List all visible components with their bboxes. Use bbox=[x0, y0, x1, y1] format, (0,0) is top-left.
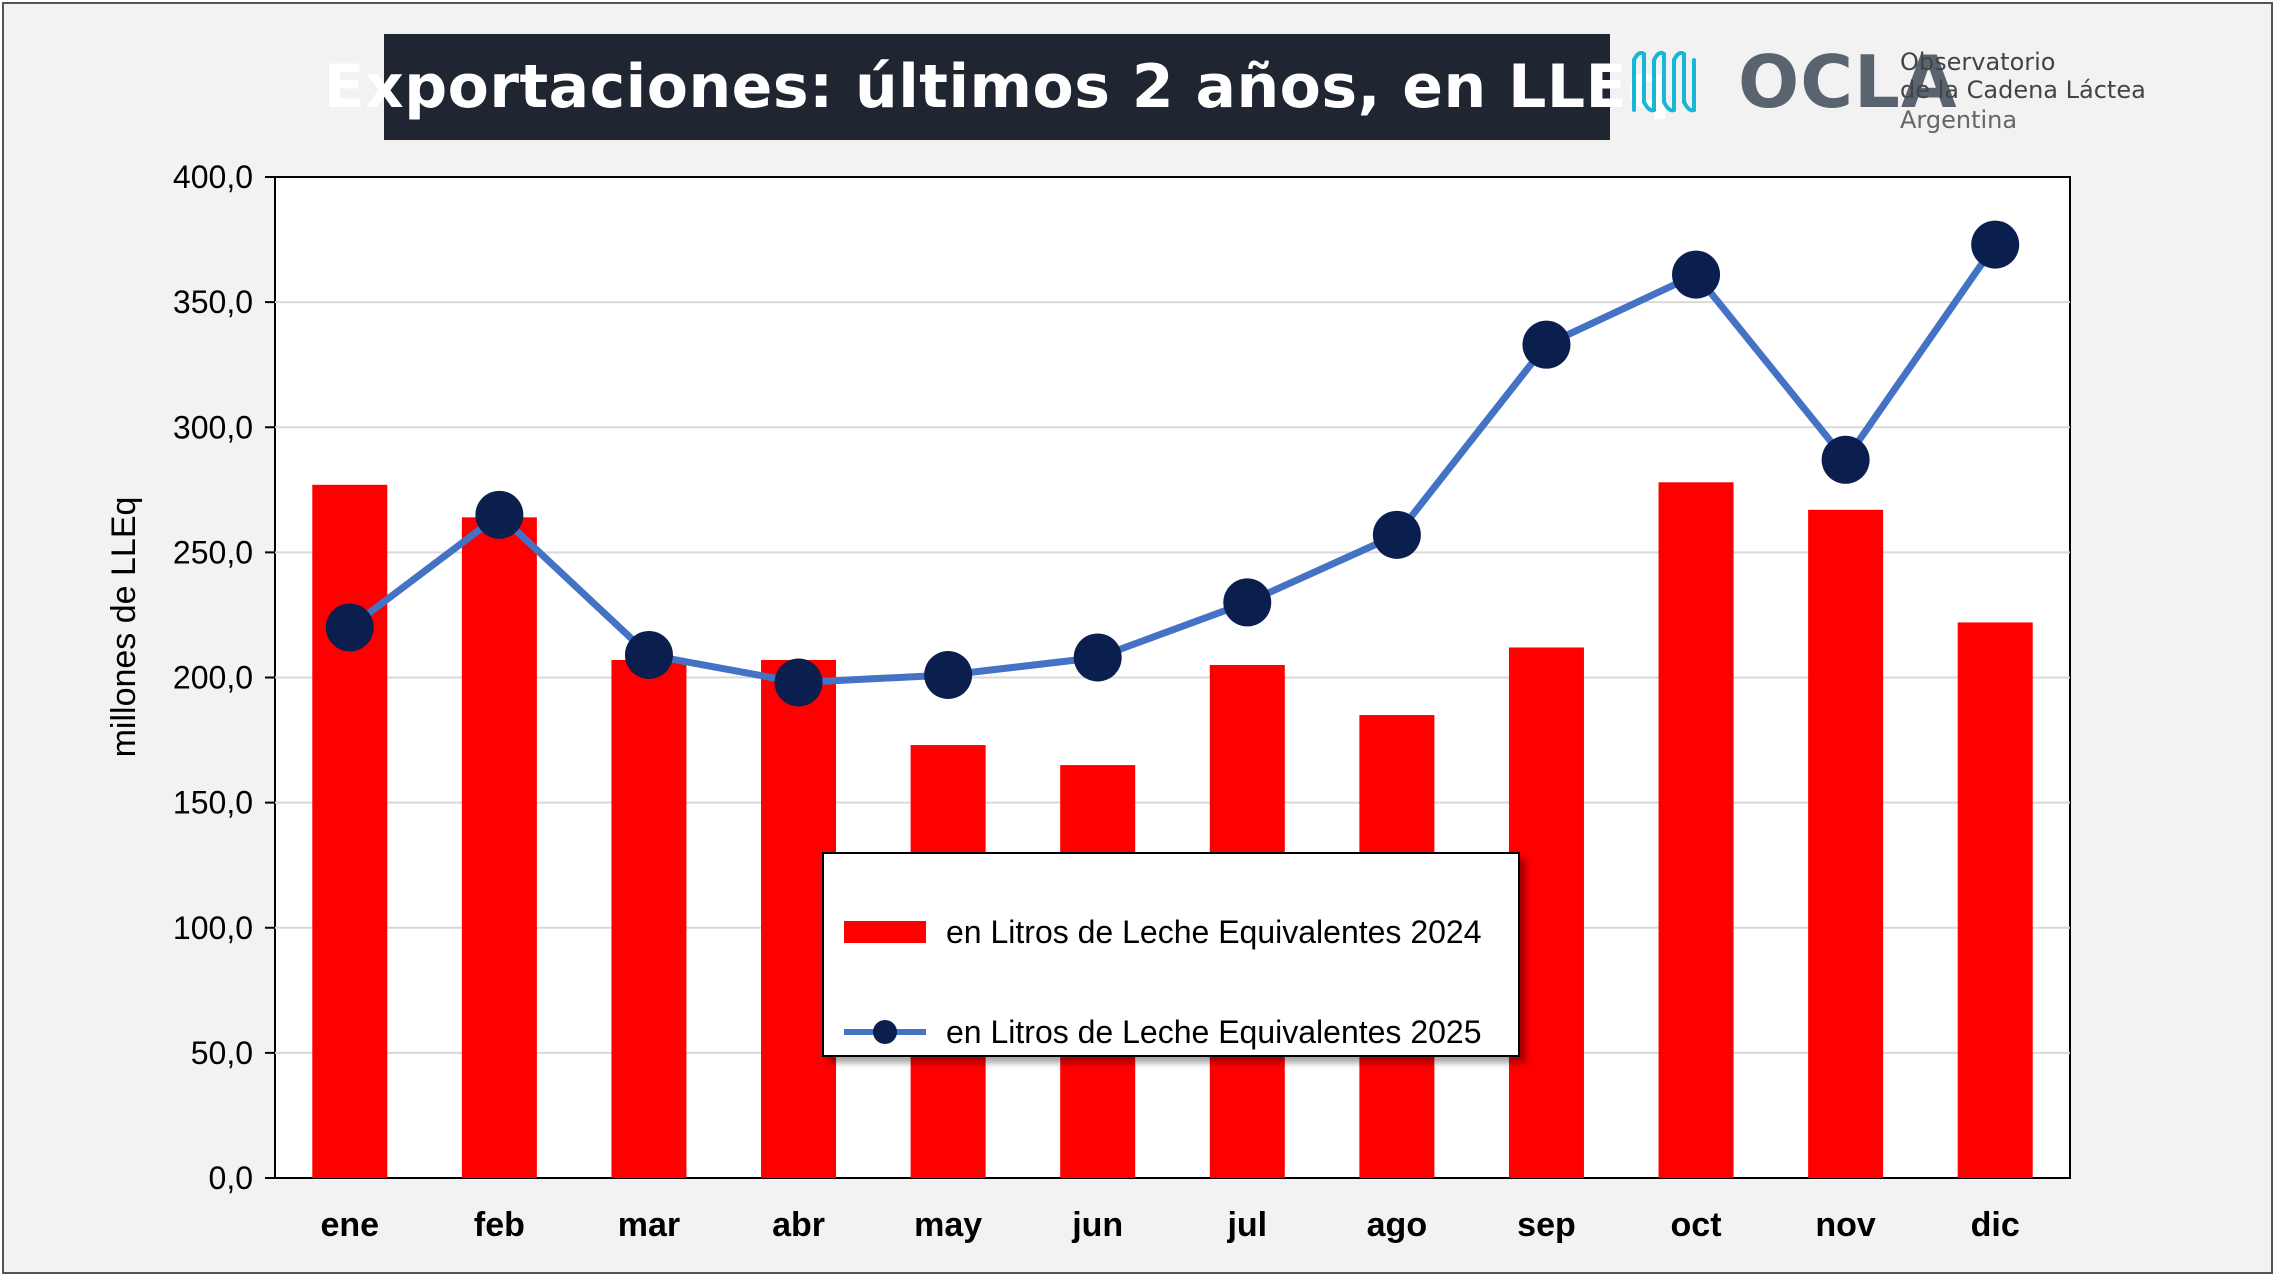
x-tick-label: jun bbox=[1071, 1206, 1123, 1244]
point-2025 bbox=[1522, 320, 1571, 369]
y-tick-label: 0,0 bbox=[209, 1160, 253, 1196]
logo-line-1: Observatorio bbox=[1900, 48, 2056, 76]
point-2025 bbox=[924, 650, 973, 699]
y-tick-label: 400,0 bbox=[173, 159, 253, 195]
y-axis-ticks: 0,0 50,0 100,0 150,0 200,0 250,0 300,0 350,0 400… bbox=[173, 159, 275, 1196]
ocla-logo: OCLA Observatorio de la Cadena Láctea Ar… bbox=[1630, 40, 2150, 150]
bar-2024 bbox=[1658, 482, 1734, 1178]
logo-line-2: de la Cadena Láctea bbox=[1900, 76, 2146, 104]
bar-2024 bbox=[312, 484, 388, 1178]
bar-2024 bbox=[1808, 509, 1884, 1178]
x-tick-label: dic bbox=[1971, 1206, 2020, 1244]
x-tick-label: jul bbox=[1226, 1206, 1267, 1244]
bar-2024 bbox=[1957, 622, 2033, 1178]
y-tick-label: 300,0 bbox=[173, 409, 253, 445]
y-tick-label: 50,0 bbox=[191, 1035, 253, 1071]
logo-wordmark: OCLA bbox=[1738, 40, 1958, 124]
point-2025 bbox=[774, 658, 823, 707]
point-2025 bbox=[1223, 578, 1272, 627]
x-tick-label: oct bbox=[1671, 1206, 1722, 1244]
bar-2024 bbox=[461, 517, 537, 1178]
point-2025 bbox=[1372, 510, 1421, 559]
y-tick-label: 350,0 bbox=[173, 284, 253, 320]
x-tick-label: ene bbox=[320, 1206, 379, 1244]
legend-swatch-bar bbox=[844, 921, 926, 943]
title-banner: Exportaciones: últimos 2 años, en LLEq bbox=[324, 34, 1670, 140]
line-2025 bbox=[325, 220, 2020, 707]
legend-item-2025: en Litros de Leche Equivalentes 2025 bbox=[844, 1007, 1482, 1057]
legend-swatch-line bbox=[844, 1020, 926, 1044]
x-tick-label: sep bbox=[1517, 1206, 1576, 1244]
x-tick-label: nov bbox=[1815, 1206, 1876, 1244]
point-2025 bbox=[1971, 220, 2020, 269]
x-tick-label: ago bbox=[1367, 1206, 1427, 1244]
point-2025 bbox=[624, 630, 673, 679]
legend-item-2024: en Litros de Leche Equivalentes 2024 bbox=[844, 907, 1482, 957]
y-tick-label: 100,0 bbox=[173, 910, 253, 946]
y-tick-label: 250,0 bbox=[173, 534, 253, 570]
point-2025 bbox=[475, 490, 524, 539]
y-tick-label: 200,0 bbox=[173, 660, 253, 696]
legend-label-2024: en Litros de Leche Equivalentes 2024 bbox=[946, 913, 1482, 950]
x-axis-ticks: ene feb mar abr may jun jul ago sep oct nov dic bbox=[320, 1206, 2019, 1244]
point-2025 bbox=[1672, 250, 1721, 299]
chart-title: Exportaciones: últimos 2 años, en LLEq bbox=[323, 52, 1671, 122]
bar-2024 bbox=[1508, 647, 1584, 1178]
bars-2024 bbox=[312, 482, 2033, 1178]
line-2025-path bbox=[347, 242, 1999, 687]
legend: en Litros de Leche Equivalentes 2024 en … bbox=[822, 852, 1520, 1057]
x-tick-label: feb bbox=[474, 1206, 525, 1244]
x-tick-label: may bbox=[914, 1206, 982, 1244]
bar-2024 bbox=[611, 659, 687, 1178]
y-tick-label: 150,0 bbox=[173, 785, 253, 821]
point-2025 bbox=[325, 603, 374, 652]
point-2025 bbox=[1821, 435, 1870, 484]
legend-label-2025: en Litros de Leche Equivalentes 2025 bbox=[946, 1013, 1482, 1050]
x-tick-label: mar bbox=[618, 1206, 680, 1244]
milk-wave-icon bbox=[1632, 50, 1696, 113]
logo-line-3: Argentina bbox=[1900, 106, 2018, 134]
y-axis-label: millones de LLEq bbox=[105, 497, 143, 758]
x-tick-label: abr bbox=[772, 1206, 825, 1244]
point-2025 bbox=[1073, 633, 1122, 682]
